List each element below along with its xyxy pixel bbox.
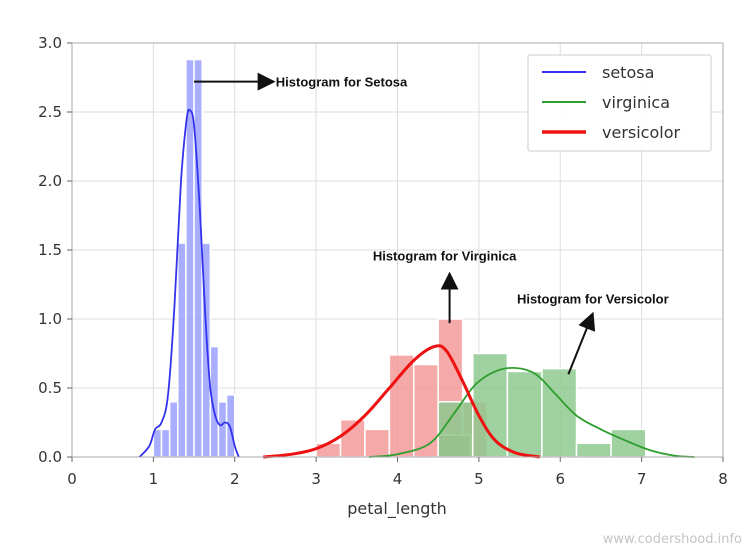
legend-entry-setosa: setosa [542, 63, 654, 82]
annotation: Histogram for Versicolor [517, 291, 669, 375]
setosa-kde-line [138, 108, 240, 458]
legend-label: virginica [602, 93, 670, 112]
x-tick-label: 2 [230, 470, 240, 488]
setosa-histogram-bar [225, 394, 236, 458]
annotation-text: Histogram for Virginica [373, 249, 517, 264]
legend-box [527, 54, 712, 152]
setosa-histogram-bar [160, 428, 171, 458]
virginica-histogram-bar [541, 367, 578, 458]
watermark: www.codershood.info [603, 532, 742, 547]
y-tick-label: 0.0 [38, 448, 62, 466]
virginica-kde-line [368, 366, 695, 458]
x-tick-label: 7 [637, 470, 647, 488]
virginica-histogram-bar [575, 442, 612, 458]
x-tick-label: 1 [149, 470, 159, 488]
setosa-histogram-bar [177, 242, 187, 458]
annotation: Histogram for Setosa [194, 72, 408, 91]
annotations-layer: Histogram for Setosa Histogram for Virgin… [194, 72, 669, 375]
legend-entry-versicolor: versicolor [542, 123, 680, 142]
x-axis-label: petal_length [347, 499, 447, 519]
legend-label: setosa [602, 63, 654, 82]
setosa-histogram-bar [168, 401, 179, 458]
y-tick-label: 3.0 [38, 34, 62, 52]
x-tick-label: 6 [555, 470, 565, 488]
y-tick-label: 2.5 [38, 103, 62, 121]
ticks-layer: 0 1 2 3 4 5 6 7 8 0.0 0.5 1.0 1.5 2.0 2.5 3.0 [38, 34, 728, 488]
versicolor-histogram-bar [388, 354, 415, 458]
annotation-text: Histogram for Versicolor [517, 291, 669, 306]
x-tick-label: 8 [718, 470, 728, 488]
x-tick-label: 0 [67, 470, 77, 488]
versicolor-histogram-bar [364, 428, 391, 458]
versicolor-histogram-bar [315, 442, 342, 458]
setosa-histogram-bar [193, 58, 203, 458]
legend-entry-virginica: virginica [542, 93, 670, 112]
legend: setosa virginica versicolor [527, 54, 712, 152]
y-tick-label: 1.0 [38, 310, 62, 328]
versicolor-kde-line [263, 344, 541, 459]
virginica-histogram-bar [610, 428, 647, 458]
annotation-arrow [567, 311, 596, 375]
annotation: Histogram for Virginica [373, 249, 517, 324]
x-tick-label: 4 [393, 470, 403, 488]
setosa-histogram-bar [152, 428, 163, 458]
x-tick-label: 3 [311, 470, 321, 488]
kde-layer [138, 108, 695, 459]
legend-label: versicolor [602, 123, 680, 142]
y-tick-label: 1.5 [38, 241, 62, 259]
virginica-histogram-bar [506, 370, 543, 458]
y-tick-label: 2.0 [38, 172, 62, 190]
bars-layer [152, 58, 647, 458]
x-tick-label: 5 [474, 470, 484, 488]
annotation-text: Histogram for Setosa [276, 75, 408, 90]
setosa-histogram-bar [217, 401, 228, 458]
versicolor-histogram-bar [413, 363, 439, 458]
virginica-histogram-bar [472, 352, 509, 458]
y-tick-label: 0.5 [38, 379, 62, 397]
